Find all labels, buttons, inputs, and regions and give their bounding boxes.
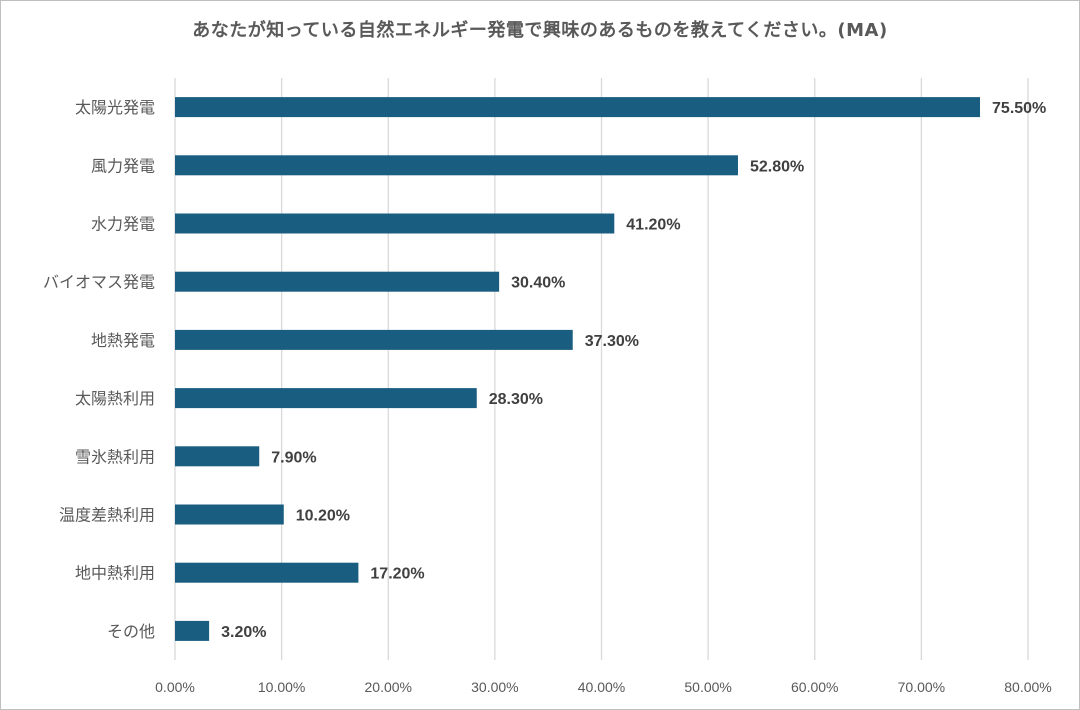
data-label: 17.20% [370,566,424,583]
bar [175,504,284,525]
bar [175,155,738,176]
bar [175,329,573,350]
data-label: 3.20% [221,624,266,641]
category-label: 地熱発電 [91,331,155,350]
category-label: 雪氷熱利用 [75,447,155,466]
x-tick-label: 70.00% [898,679,945,695]
bar [175,213,615,234]
bars [175,97,981,641]
x-tick-label: 60.00% [791,679,838,695]
bar [175,388,477,409]
bar [175,446,260,467]
data-label: 52.80% [750,158,804,175]
x-tick-label: 0.00% [155,679,195,695]
x-tick-label: 20.00% [365,679,412,695]
data-label: 41.20% [626,217,680,234]
bar [175,562,359,583]
x-tick-label: 30.00% [471,679,518,695]
data-label: 7.90% [271,449,316,466]
category-label: 温度差熱利用 [59,506,155,525]
data-labels: 75.50% 52.80% 41.20% 30.40% 37.30% 28.30% 7.90… [221,100,1046,641]
data-label: 30.40% [511,275,565,292]
category-label: 太陽光発電 [75,98,155,117]
data-label: 75.50% [992,100,1046,117]
category-label: その他 [107,622,155,641]
bar [175,97,981,118]
x-tick-label: 40.00% [578,679,625,695]
x-tick-label: 10.00% [258,679,305,695]
x-tick-label: 50.00% [684,679,731,695]
category-label: 風力発電 [91,156,155,175]
bar [175,620,210,641]
chart-title: あなたが知っている自然エネルギー発電で興味のあるものを教えてください。(MA) [192,20,888,41]
category-label: 水力発電 [91,215,155,234]
data-label: 37.30% [585,333,639,350]
category-labels: 太陽光発電風力発電水力発電バイオマス発電地熱発電太陽熱利用雪氷熱利用温度差熱利用… [43,98,155,641]
category-label: 地中熱利用 [75,564,155,583]
x-tick-labels: 0.00% 10.00% 20.00% 30.00% 40.00% 50.00% 60.00… [155,679,1052,695]
bar [175,271,500,292]
category-label: バイオマス発電 [43,273,155,292]
category-label: 太陽熱利用 [75,389,155,408]
data-label: 28.30% [489,391,543,408]
x-tick-label: 80.00% [1004,679,1051,695]
data-label: 10.20% [296,508,350,525]
